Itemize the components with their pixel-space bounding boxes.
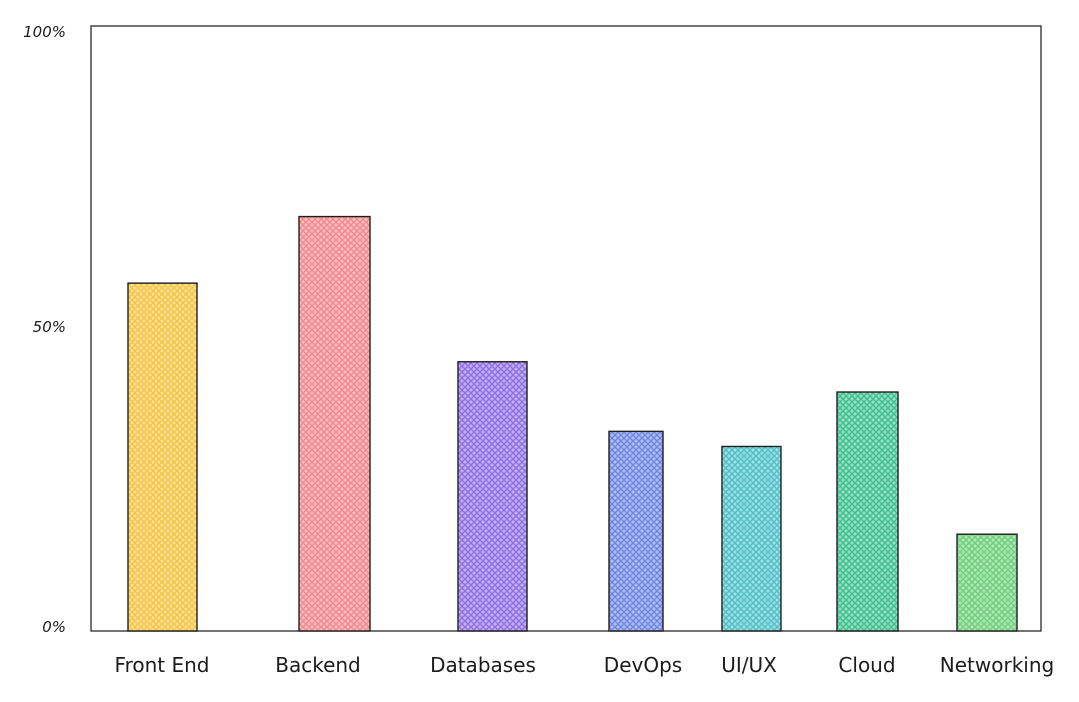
x-label-devops: DevOps [604,653,682,677]
y-tick-label-0: 0% [42,618,66,636]
bars-layer [127,215,1018,632]
x-label-networking: Networking [940,653,1054,677]
x-label-cloud: Cloud [838,653,895,677]
bar-ui-ux [721,445,782,632]
x-label-databases: Databases [430,653,536,677]
y-tick-label-50: 50% [33,318,66,336]
bar-networking [956,533,1018,632]
plot-frame [90,25,1042,632]
bar-front-end [127,282,198,632]
x-axis-labels: Front End Backend Databases DevOps UI/UX Clou… [115,653,1055,677]
y-tick-label-100: 100% [23,23,66,41]
bar-cloud [836,391,899,632]
y-axis-ticks: 0% 50% 100% [23,23,66,636]
x-label-ui-ux: UI/UX [721,653,777,677]
x-label-front-end: Front End [115,653,210,677]
bar-backend [298,215,371,632]
bar-databases [457,361,528,632]
x-label-backend: Backend [275,653,361,677]
bar-devops [608,430,664,632]
